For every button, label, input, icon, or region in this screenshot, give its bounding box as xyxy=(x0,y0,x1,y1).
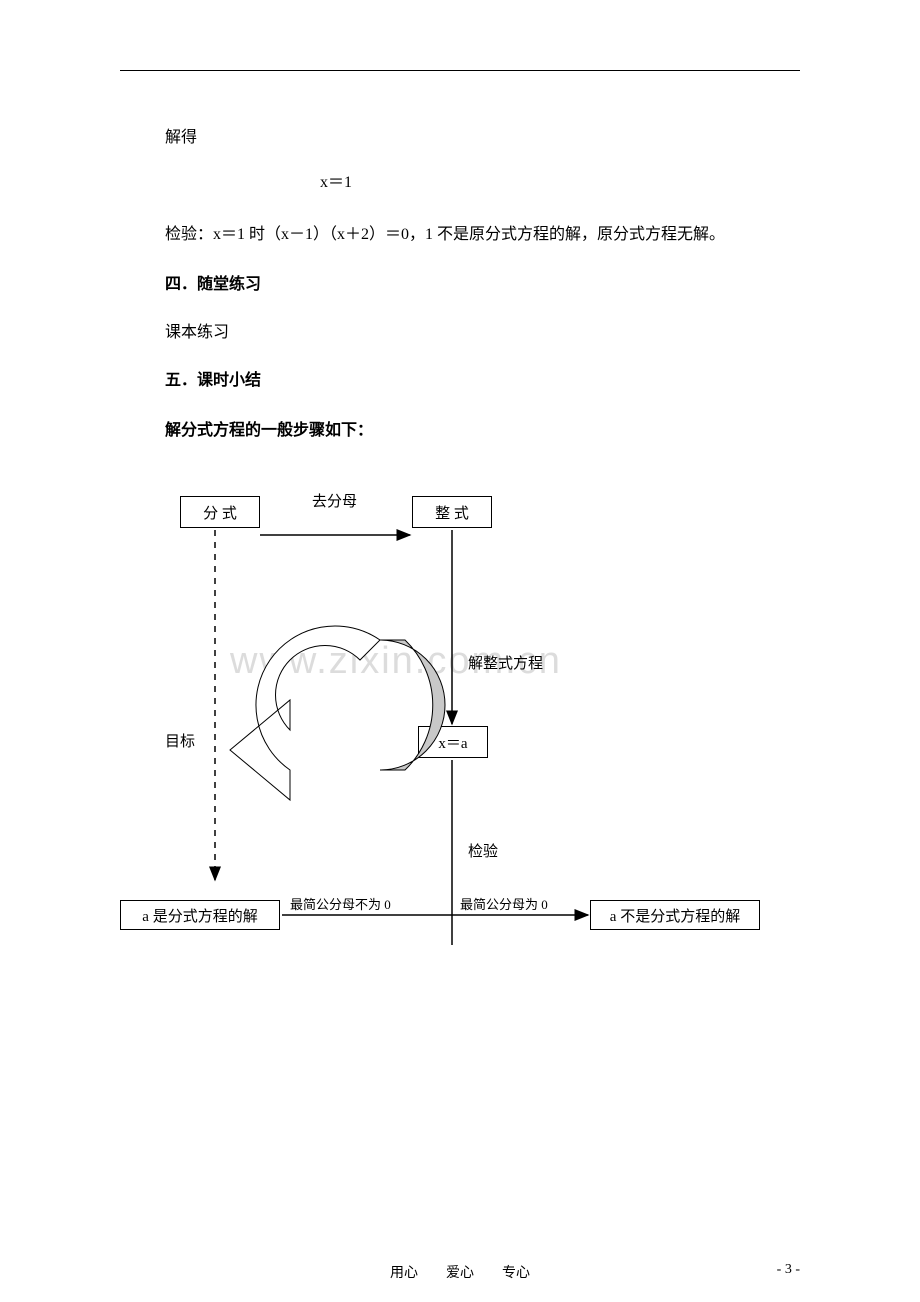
flow-label-lcm-nonzero: 最简公分母不为 0 xyxy=(290,895,391,916)
flow-label-mubiao: 目标 xyxy=(165,730,195,754)
text-kebenlianxi: 课本练习 xyxy=(165,320,229,346)
flow-label-jianyan: 检验 xyxy=(468,840,498,864)
flow-box-zhengshi: 整 式 xyxy=(412,496,492,528)
heading-steps: 解分式方程的一般步骤如下： xyxy=(165,418,373,444)
flow-box-not-solution: a 不是分式方程的解 xyxy=(590,900,760,930)
text-jianyan-sentence: 检验：x＝1 时（x－1）（x＋2）＝0，1 不是原分式方程的解，原分式方程无解… xyxy=(165,222,725,248)
header-rule xyxy=(120,70,800,71)
page: 解得 x＝1 检验：x＝1 时（x－1）（x＋2）＝0，1 不是原分式方程的解，… xyxy=(0,0,920,1302)
text-x-eq-1: x＝1 xyxy=(320,170,352,196)
footer-page-number: - 3 - xyxy=(777,1262,800,1278)
flow-label-qufenmu: 去分母 xyxy=(312,490,357,514)
footer-center-text: 用心 爱心 专心 xyxy=(390,1262,530,1282)
flow-label-jiezhengshi: 解整式方程 xyxy=(468,652,543,676)
flow-label-lcm-zero: 最简公分母为 0 xyxy=(460,895,548,916)
flow-box-xeqa: x＝a xyxy=(418,726,488,758)
flow-box-fenshi: 分 式 xyxy=(180,496,260,528)
flow-box-is-solution: a 是分式方程的解 xyxy=(120,900,280,930)
text-jiedé: 解得 xyxy=(165,125,197,151)
heading-section-4: 四．随堂练习 xyxy=(165,272,261,298)
heading-section-5: 五．课时小结 xyxy=(165,368,261,394)
